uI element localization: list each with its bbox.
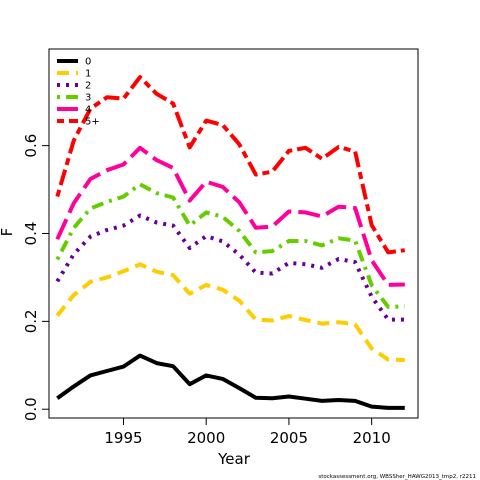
x-tick-label-0: 1995: [104, 429, 142, 447]
legend-label-1: 1: [85, 69, 91, 80]
series-line-5: [55, 75, 406, 255]
series-line-4: [55, 145, 405, 287]
legend-label-3: 3: [85, 93, 91, 104]
y-tick-label-0: 0.0: [22, 397, 40, 421]
y-tick-label-1: 0.2: [22, 309, 40, 333]
series-layer: [55, 75, 406, 410]
legend-label-0: 0: [85, 57, 91, 68]
x-axis-title: Year: [217, 450, 251, 468]
series-line-1: [55, 262, 405, 362]
series-line-0: [56, 353, 405, 410]
x-tick-label-1: 2000: [187, 429, 225, 447]
credit-text: stockassessment.org, WBSSher_HAWG2013_tm…: [318, 474, 476, 480]
legend-label-2: 2: [85, 81, 91, 92]
series-line-2: [55, 213, 405, 322]
y-tick-label-3: 0.6: [22, 134, 40, 158]
series-line-3: [55, 182, 405, 309]
x-axis: 1995 2000 2005 2010: [104, 417, 391, 447]
legend-label-4: 4: [85, 105, 91, 116]
y-tick-label-2: 0.4: [22, 222, 40, 246]
y-axis: 0.0 0.2 0.4 0.6: [22, 134, 50, 421]
legend-label-5: 5+: [85, 117, 100, 128]
y-axis-title: F: [0, 228, 16, 237]
x-tick-label-3: 2010: [353, 429, 391, 447]
x-tick-label-2: 2005: [270, 429, 308, 447]
